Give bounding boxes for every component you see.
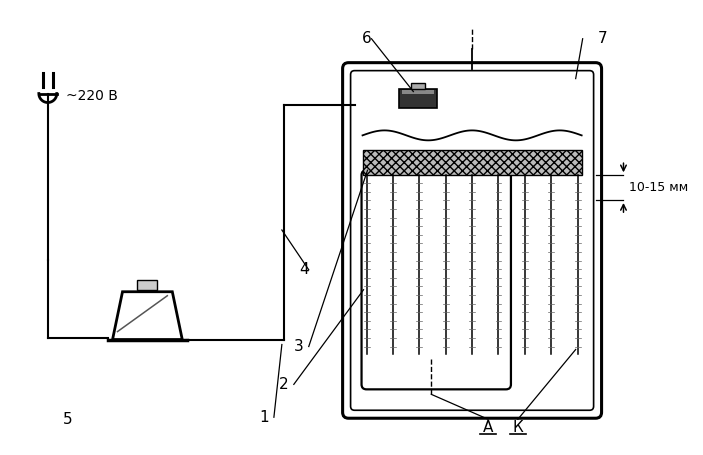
Text: 5: 5 <box>63 412 72 427</box>
Text: 6: 6 <box>361 31 371 46</box>
Bar <box>399 89 437 108</box>
Text: 1: 1 <box>259 410 269 425</box>
Text: ~220 В: ~220 В <box>66 89 117 102</box>
Bar <box>363 150 581 175</box>
Bar <box>138 280 157 290</box>
Text: К: К <box>512 420 523 435</box>
Text: 2: 2 <box>279 377 289 392</box>
Bar <box>411 83 425 89</box>
Text: 7: 7 <box>598 31 607 46</box>
Text: 3: 3 <box>294 339 304 354</box>
Text: 4: 4 <box>299 263 309 278</box>
Text: А: А <box>483 420 494 435</box>
Text: 10-15 мм: 10-15 мм <box>629 181 689 194</box>
Bar <box>402 90 434 94</box>
